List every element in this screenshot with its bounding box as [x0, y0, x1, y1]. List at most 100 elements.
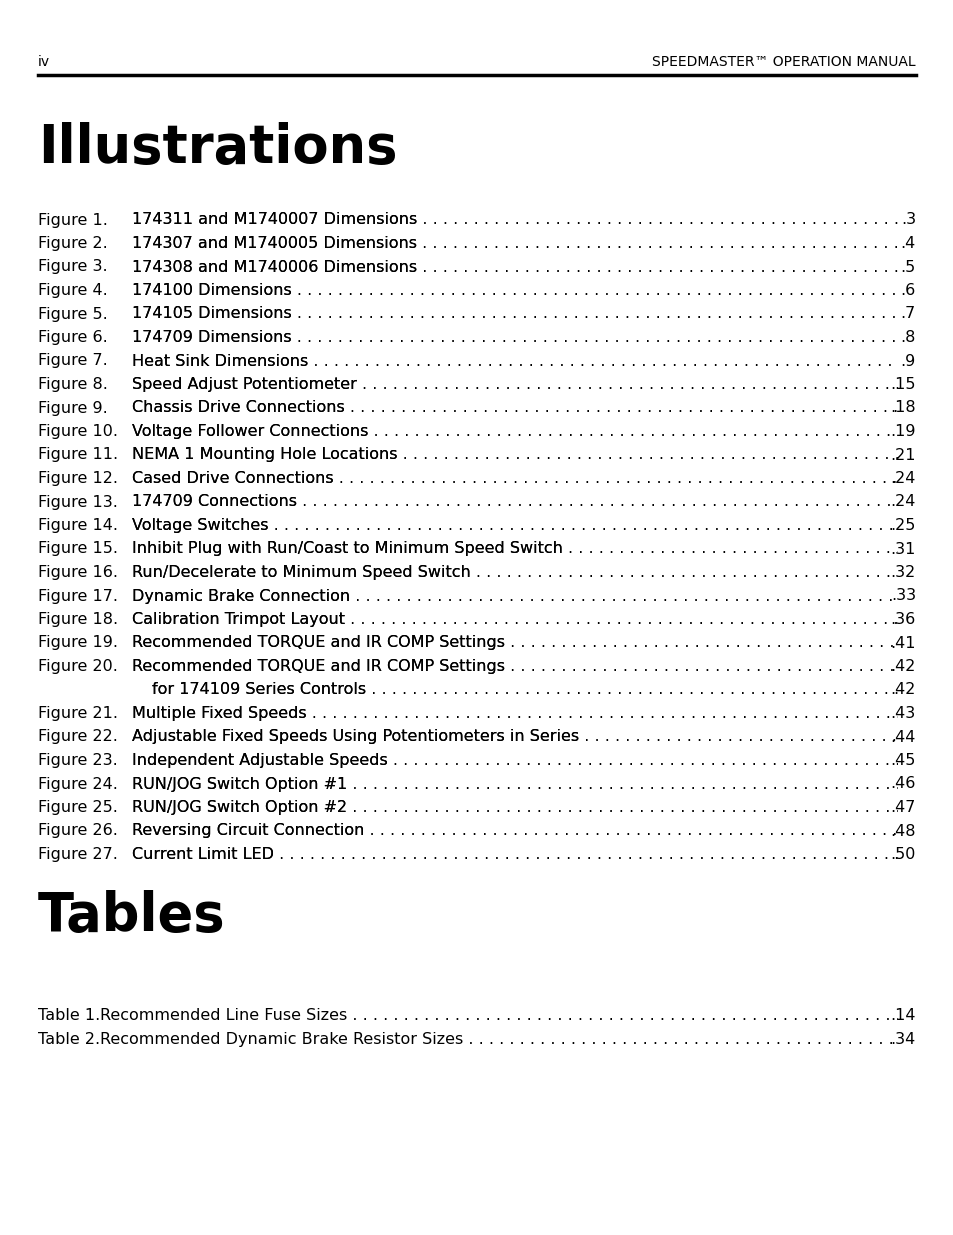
Text: Dynamic Brake Connection: Dynamic Brake Connection	[132, 589, 350, 604]
Text: Figure 17.: Figure 17.	[38, 589, 118, 604]
Text: 174311 and M1740007 Dimensions . . . . . . . . . . . . . . . . . . . . . . . . .: 174311 and M1740007 Dimensions . . . . .…	[132, 212, 953, 227]
Text: Figure 26.: Figure 26.	[38, 824, 118, 839]
Text: .42: .42	[890, 659, 915, 674]
Text: 174105 Dimensions: 174105 Dimensions	[132, 306, 292, 321]
Text: Current Limit LED . . . . . . . . . . . . . . . . . . . . . . . . . . . . . . . : Current Limit LED . . . . . . . . . . . …	[132, 847, 953, 862]
Text: Inhibit Plug with Run/Coast to Minimum Speed Switch . . . . . . . . . . . . . . : Inhibit Plug with Run/Coast to Minimum S…	[132, 541, 953, 557]
Text: Speed Adjust Potentiometer: Speed Adjust Potentiometer	[132, 377, 356, 391]
Text: 174308 and M1740006 Dimensions: 174308 and M1740006 Dimensions	[132, 259, 416, 274]
Text: Current Limit LED: Current Limit LED	[132, 847, 274, 862]
Text: Adjustable Fixed Speeds Using Potentiometers in Series: Adjustable Fixed Speeds Using Potentiome…	[132, 730, 578, 745]
Text: Figure 20.: Figure 20.	[38, 659, 118, 674]
Text: .36: .36	[890, 613, 915, 627]
Text: Run/Decelerate to Minimum Speed Switch . . . . . . . . . . . . . . . . . . . . .: Run/Decelerate to Minimum Speed Switch .…	[132, 564, 953, 580]
Text: 174709 Dimensions . . . . . . . . . . . . . . . . . . . . . . . . . . . . . . . : 174709 Dimensions . . . . . . . . . . . …	[132, 330, 953, 345]
Text: Figure 10.: Figure 10.	[38, 424, 118, 438]
Text: .5: .5	[900, 259, 915, 274]
Text: NEMA 1 Mounting Hole Locations: NEMA 1 Mounting Hole Locations	[132, 447, 397, 462]
Text: Figure 2.: Figure 2.	[38, 236, 108, 251]
Text: Figure 9.: Figure 9.	[38, 400, 108, 415]
Text: Figure 7.: Figure 7.	[38, 353, 108, 368]
Text: .46: .46	[890, 777, 915, 792]
Text: Figure 25.: Figure 25.	[38, 800, 118, 815]
Text: Figure 14.: Figure 14.	[38, 517, 118, 534]
Text: Chassis Drive Connections . . . . . . . . . . . . . . . . . . . . . . . . . . . : Chassis Drive Connections . . . . . . . …	[132, 400, 953, 415]
Text: SPEEDMASTER™ OPERATION MANUAL: SPEEDMASTER™ OPERATION MANUAL	[652, 56, 915, 69]
Text: Figure 27.: Figure 27.	[38, 847, 118, 862]
Text: 174307 and M1740005 Dimensions . . . . . . . . . . . . . . . . . . . . . . . . .: 174307 and M1740005 Dimensions . . . . .…	[132, 236, 953, 251]
Text: Figure 4.: Figure 4.	[38, 283, 108, 298]
Text: .32: .32	[890, 564, 915, 580]
Text: Calibration Trimpot Layout: Calibration Trimpot Layout	[132, 613, 345, 627]
Text: Figure 11.: Figure 11.	[38, 447, 118, 462]
Text: NEMA 1 Mounting Hole Locations . . . . . . . . . . . . . . . . . . . . . . . . .: NEMA 1 Mounting Hole Locations . . . . .…	[132, 447, 953, 462]
Text: Dynamic Brake Connection . . . . . . . . . . . . . . . . . . . . . . . . . . . .: Dynamic Brake Connection . . . . . . . .…	[132, 589, 953, 604]
Text: Voltage Follower Connections: Voltage Follower Connections	[132, 424, 368, 438]
Text: 174709 Dimensions: 174709 Dimensions	[132, 330, 292, 345]
Text: Figure 19.: Figure 19.	[38, 636, 118, 651]
Text: Figure 21.: Figure 21.	[38, 706, 118, 721]
Text: Speed Adjust Potentiometer . . . . . . . . . . . . . . . . . . . . . . . . . . .: Speed Adjust Potentiometer . . . . . . .…	[132, 377, 953, 391]
Text: Independent Adjustable Speeds: Independent Adjustable Speeds	[132, 753, 387, 768]
Text: Heat Sink Dimensions . . . . . . . . . . . . . . . . . . . . . . . . . . . . . .: Heat Sink Dimensions . . . . . . . . . .…	[132, 353, 953, 368]
Text: .7: .7	[900, 306, 915, 321]
Text: Figure 15.: Figure 15.	[38, 541, 118, 557]
Text: Illustrations: Illustrations	[38, 122, 397, 174]
Text: Multiple Fixed Speeds: Multiple Fixed Speeds	[132, 706, 306, 721]
Text: .14: .14	[889, 1009, 915, 1024]
Text: Voltage Switches: Voltage Switches	[132, 517, 268, 534]
Text: RUN/JOG Switch Option #1 . . . . . . . . . . . . . . . . . . . . . . . . . . . .: RUN/JOG Switch Option #1 . . . . . . . .…	[132, 777, 953, 792]
Text: 174100 Dimensions: 174100 Dimensions	[132, 283, 292, 298]
Text: .44: .44	[890, 730, 915, 745]
Text: Chassis Drive Connections: Chassis Drive Connections	[132, 400, 344, 415]
Text: 174311 and M1740007 Dimensions: 174311 and M1740007 Dimensions	[132, 212, 416, 227]
Text: .48: .48	[889, 824, 915, 839]
Text: .21: .21	[889, 447, 915, 462]
Text: .19: .19	[889, 424, 915, 438]
Text: Recommended TORQUE and IR COMP Settings: Recommended TORQUE and IR COMP Settings	[132, 659, 504, 674]
Text: Figure 5.: Figure 5.	[38, 306, 108, 321]
Text: for 174109 Series Controls: for 174109 Series Controls	[152, 683, 366, 698]
Text: 174709 Connections: 174709 Connections	[132, 494, 296, 510]
Text: Figure 8.: Figure 8.	[38, 377, 108, 391]
Text: Figure 13.: Figure 13.	[38, 494, 118, 510]
Text: Figure 16.: Figure 16.	[38, 564, 118, 580]
Text: .42: .42	[890, 683, 915, 698]
Text: Calibration Trimpot Layout . . . . . . . . . . . . . . . . . . . . . . . . . . .: Calibration Trimpot Layout . . . . . . .…	[132, 613, 953, 627]
Text: .15: .15	[889, 377, 915, 391]
Text: Voltage Switches . . . . . . . . . . . . . . . . . . . . . . . . . . . . . . . .: Voltage Switches . . . . . . . . . . . .…	[132, 517, 953, 534]
Text: Multiple Fixed Speeds . . . . . . . . . . . . . . . . . . . . . . . . . . . . . : Multiple Fixed Speeds . . . . . . . . . …	[132, 706, 953, 721]
Text: .33: .33	[890, 589, 915, 604]
Text: 174307 and M1740005 Dimensions: 174307 and M1740005 Dimensions	[132, 236, 416, 251]
Text: 174105 Dimensions . . . . . . . . . . . . . . . . . . . . . . . . . . . . . . . : 174105 Dimensions . . . . . . . . . . . …	[132, 306, 953, 321]
Text: Voltage Follower Connections . . . . . . . . . . . . . . . . . . . . . . . . . .: Voltage Follower Connections . . . . . .…	[132, 424, 953, 438]
Text: Figure 24.: Figure 24.	[38, 777, 118, 792]
Text: Heat Sink Dimensions: Heat Sink Dimensions	[132, 353, 308, 368]
Text: .47: .47	[890, 800, 915, 815]
Text: Tables: Tables	[38, 890, 226, 942]
Text: Reversing Circuit Connection . . . . . . . . . . . . . . . . . . . . . . . . . .: Reversing Circuit Connection . . . . . .…	[132, 824, 953, 839]
Text: .41: .41	[889, 636, 915, 651]
Text: 174308 and M1740006 Dimensions . . . . . . . . . . . . . . . . . . . . . . . . .: 174308 and M1740006 Dimensions . . . . .…	[132, 259, 953, 274]
Text: iv: iv	[38, 56, 51, 69]
Text: RUN/JOG Switch Option #2: RUN/JOG Switch Option #2	[132, 800, 347, 815]
Text: Recommended Dynamic Brake Resistor Sizes . . . . . . . . . . . . . . . . . . . .: Recommended Dynamic Brake Resistor Sizes…	[100, 1032, 953, 1047]
Text: Run/Decelerate to Minimum Speed Switch: Run/Decelerate to Minimum Speed Switch	[132, 564, 470, 580]
Text: Recommended TORQUE and IR COMP Settings . . . . . . . . . . . . . . . . . . . . : Recommended TORQUE and IR COMP Settings …	[132, 659, 953, 674]
Text: .18: .18	[889, 400, 915, 415]
Text: Figure 1.: Figure 1.	[38, 212, 108, 227]
Text: Recommended Line Fuse Sizes . . . . . . . . . . . . . . . . . . . . . . . . . . : Recommended Line Fuse Sizes . . . . . . …	[100, 1009, 953, 1024]
Text: Table 2.: Table 2.	[38, 1032, 100, 1047]
Text: Figure 6.: Figure 6.	[38, 330, 108, 345]
Text: Figure 22.: Figure 22.	[38, 730, 118, 745]
Text: .50: .50	[890, 847, 915, 862]
Text: .25: .25	[890, 517, 915, 534]
Text: .9: .9	[900, 353, 915, 368]
Text: Table 1.: Table 1.	[38, 1009, 100, 1024]
Text: .31: .31	[890, 541, 915, 557]
Text: .4: .4	[900, 236, 915, 251]
Text: Inhibit Plug with Run/Coast to Minimum Speed Switch: Inhibit Plug with Run/Coast to Minimum S…	[132, 541, 562, 557]
Text: RUN/JOG Switch Option #2 . . . . . . . . . . . . . . . . . . . . . . . . . . . .: RUN/JOG Switch Option #2 . . . . . . . .…	[132, 800, 953, 815]
Text: Independent Adjustable Speeds . . . . . . . . . . . . . . . . . . . . . . . . . : Independent Adjustable Speeds . . . . . …	[132, 753, 953, 768]
Text: for 174109 Series Controls . . . . . . . . . . . . . . . . . . . . . . . . . . .: for 174109 Series Controls . . . . . . .…	[152, 683, 953, 698]
